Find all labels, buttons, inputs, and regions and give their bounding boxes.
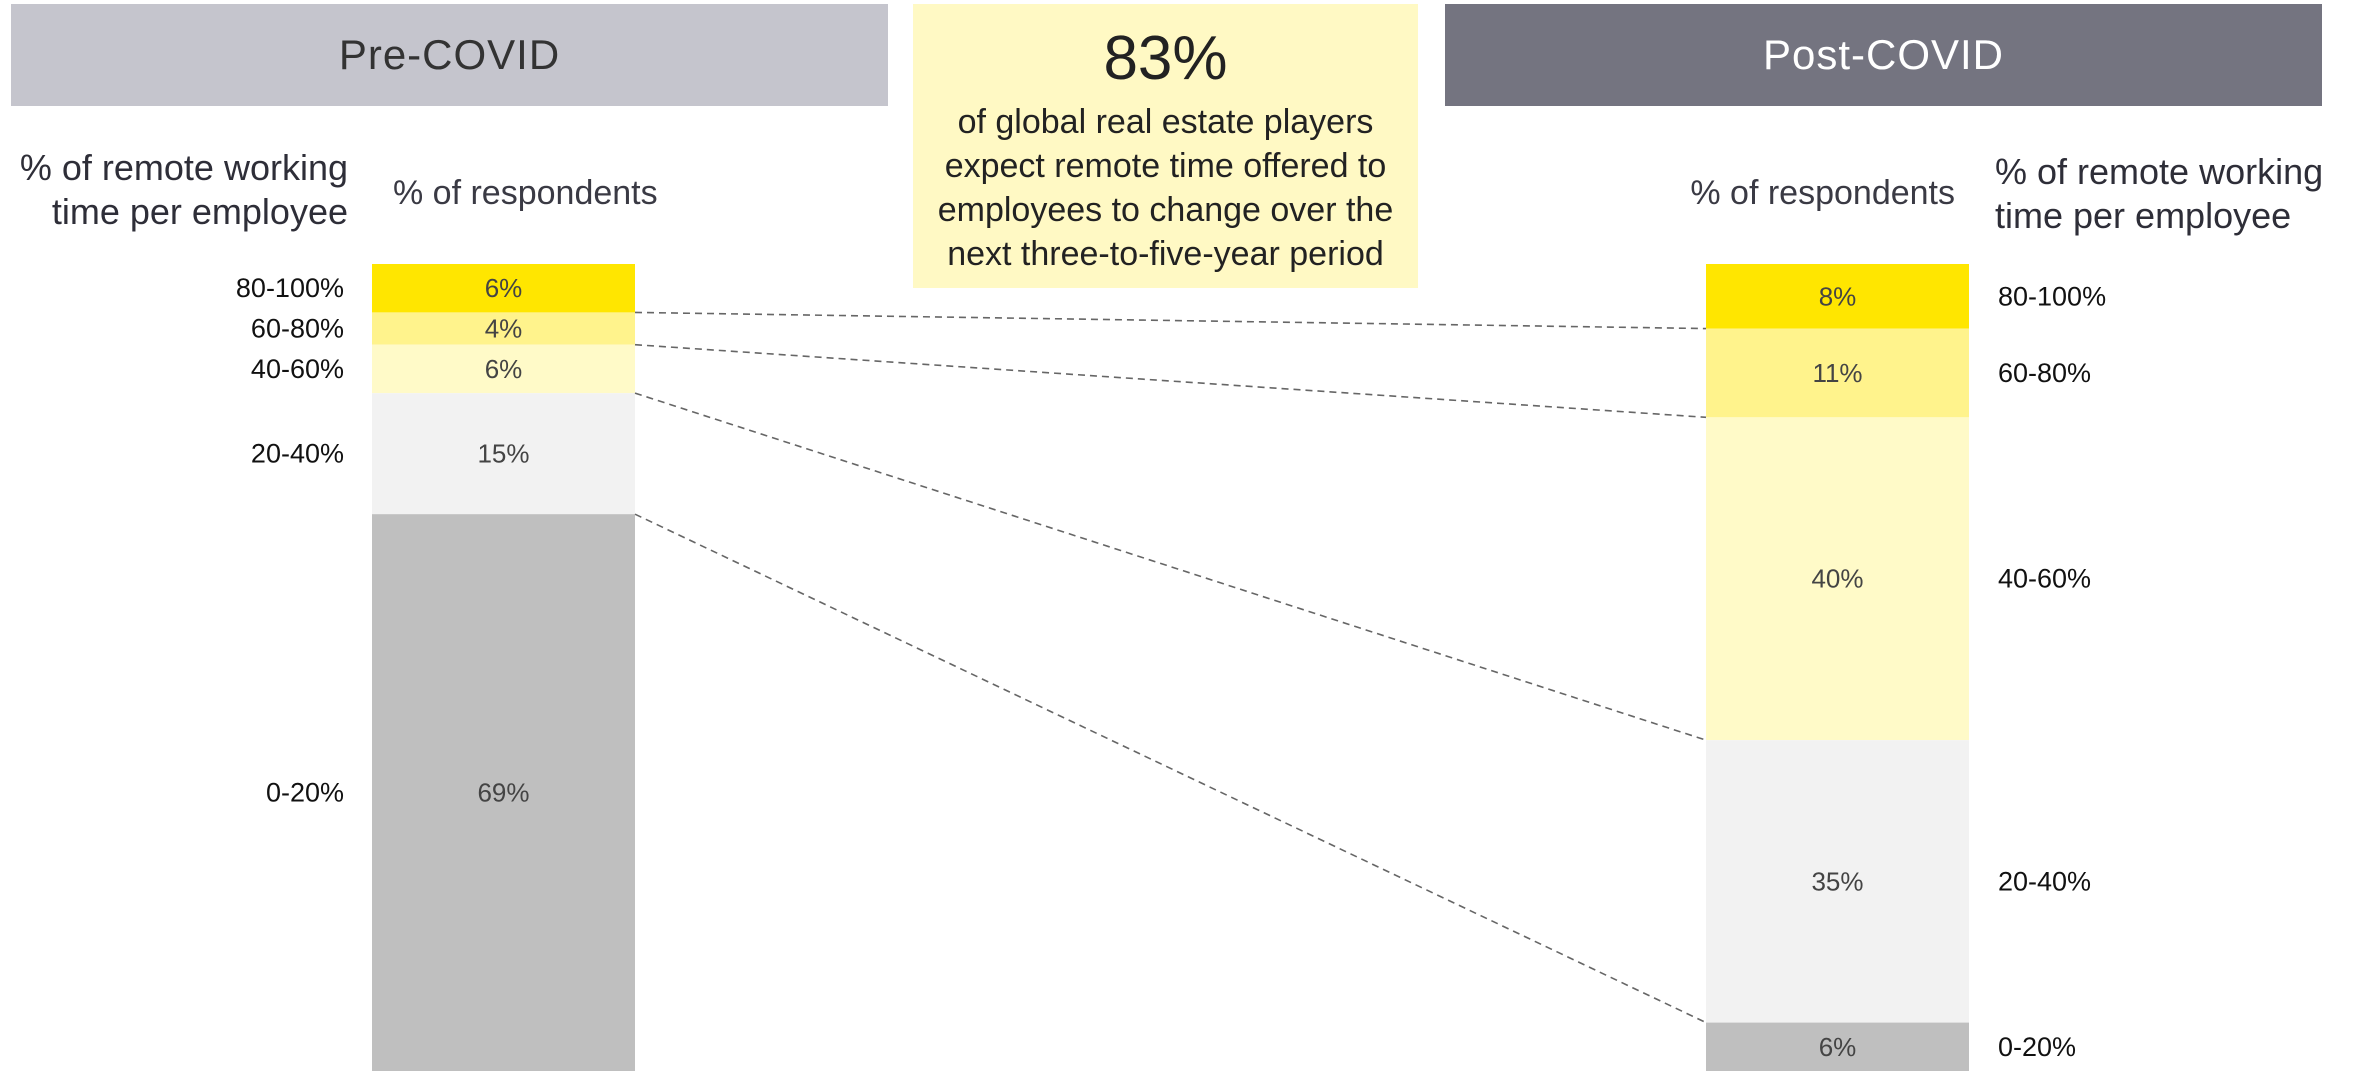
pre-range-axis-title: % of remote working time per employee — [19, 147, 348, 232]
category-label: 60-80% — [251, 314, 344, 344]
segment-value-label: 4% — [485, 314, 523, 344]
segment-value-label: 11% — [1812, 358, 1862, 388]
segment-value-label: 6% — [485, 273, 523, 303]
category-label: 40-60% — [251, 354, 344, 384]
category-label: 20-40% — [1998, 866, 2091, 896]
connector-line — [634, 513, 1707, 1024]
segment-value-label: 69% — [477, 778, 529, 808]
post-covid-header-label: Post-COVID — [1762, 31, 2005, 78]
category-label: 0-20% — [1998, 1032, 2076, 1062]
bar-segment-pre-covid-0 — [372, 264, 635, 313]
bar-segment-post-covid-3 — [1706, 740, 1969, 1023]
connector-line — [634, 392, 1707, 741]
connector-line — [634, 343, 1707, 419]
post-range-axis-title: % of remote working time per employee — [1995, 151, 2324, 236]
segment-value-label: 6% — [1819, 1032, 1857, 1062]
bar-segment-post-covid-0 — [1706, 264, 1969, 329]
segment-value-label: 35% — [1811, 866, 1863, 896]
bar-segment-pre-covid-2 — [372, 344, 635, 394]
segment-value-label: 40% — [1811, 564, 1863, 594]
category-label: 60-80% — [1998, 358, 2091, 388]
bar-segment-post-covid-2 — [1706, 417, 1969, 741]
bar-segment-post-covid-1 — [1706, 328, 1969, 418]
category-label: 20-40% — [251, 439, 344, 469]
bar-segment-pre-covid-1 — [372, 312, 635, 345]
segment-value-label: 6% — [485, 354, 523, 384]
connector-line — [634, 311, 1707, 330]
pre-respondents-axis-title: % of respondents — [393, 174, 658, 212]
category-label: 40-60% — [1998, 564, 2091, 594]
segment-value-label: 15% — [477, 439, 529, 469]
category-label: 0-20% — [266, 778, 344, 808]
bar-segment-post-covid-4 — [1706, 1022, 1969, 1071]
bar-segment-pre-covid-3 — [372, 393, 635, 515]
key-stat-text: of global real estate players expect rem… — [937, 103, 1394, 273]
key-stat-callout: 83% of global real estate players expect… — [913, 4, 1418, 288]
pre-covid-header: Pre-COVID — [11, 4, 888, 106]
pre-covid-header-label: Pre-COVID — [338, 31, 561, 78]
key-stat-number: 83% — [1103, 24, 1228, 93]
category-label: 80-100% — [236, 273, 344, 303]
bar-segment-pre-covid-4 — [372, 514, 635, 1071]
post-covid-header: Post-COVID — [1445, 4, 2322, 106]
category-label: 80-100% — [1998, 281, 2106, 311]
segment-value-label: 8% — [1819, 281, 1857, 311]
post-respondents-axis-title: % of respondents — [1690, 174, 1955, 212]
